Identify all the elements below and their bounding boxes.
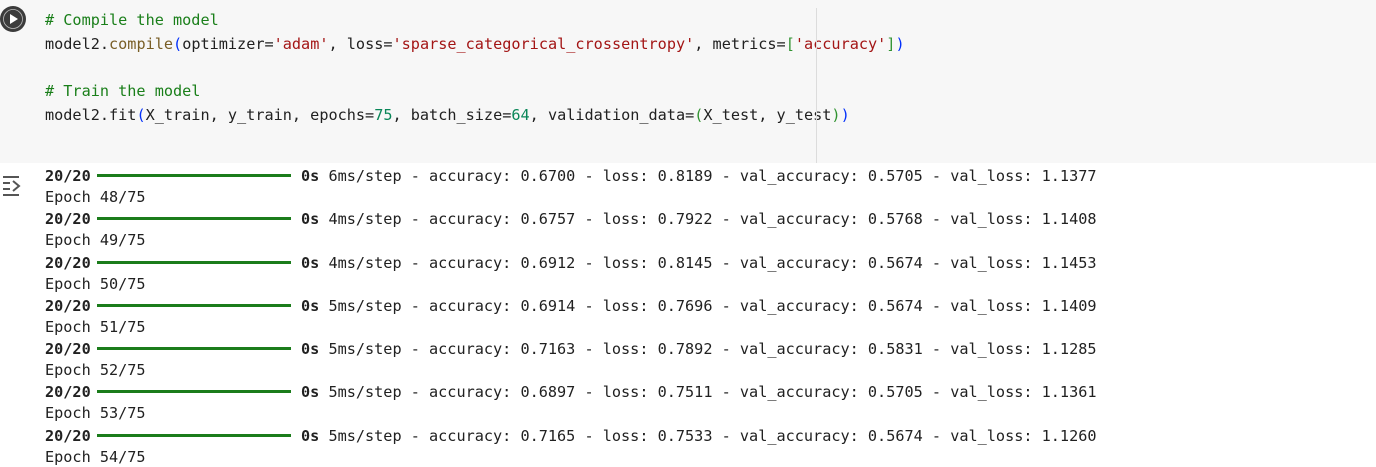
code-args: X_test, y_test: [703, 106, 832, 124]
metrics-text: 4ms/step - accuracy: 0.6912 - loss: 0.81…: [319, 254, 1097, 272]
step-counter: 20/20: [45, 340, 91, 358]
progress-bar: [97, 390, 291, 393]
code-paren: (: [136, 106, 146, 124]
code-sep: , loss=: [328, 35, 393, 53]
step-counter: 20/20: [45, 254, 91, 272]
code-line-comment-train: # Train the model: [45, 80, 200, 102]
code-line-compile: model2.compile(optimizer='adam', loss='s…: [45, 33, 905, 55]
progress-bar: [97, 434, 291, 437]
code-string: 'adam': [273, 35, 329, 53]
step-time: 0s: [301, 340, 320, 358]
progress-line: 20/20 0s 5ms/step - accuracy: 0.7165 - lo…: [45, 426, 1097, 447]
code-editor[interactable]: # Compile the model model2.compile(optim…: [0, 0, 1376, 163]
step-time: 0s: [301, 167, 320, 185]
progress-line: 20/20 0s 4ms/step - accuracy: 0.6757 - lo…: [45, 209, 1097, 230]
step-time: 0s: [301, 210, 320, 228]
code-args: , batch_size=: [392, 106, 512, 124]
run-cell-button[interactable]: [0, 6, 26, 32]
progress-line: 20/20 0s 5ms/step - accuracy: 0.6914 - lo…: [45, 296, 1097, 317]
code-paren: ): [895, 35, 905, 53]
code-paren: ): [840, 106, 850, 124]
progress-bar: [97, 261, 291, 264]
metrics-text: 4ms/step - accuracy: 0.6757 - loss: 0.79…: [319, 210, 1097, 228]
epoch-line: Epoch 48/75: [45, 188, 146, 206]
epoch-line: Epoch 49/75: [45, 231, 146, 249]
step-counter: 20/20: [45, 167, 91, 185]
metrics-text: 5ms/step - accuracy: 0.7165 - loss: 0.75…: [319, 427, 1097, 445]
metrics-text: 5ms/step - accuracy: 0.7163 - loss: 0.78…: [319, 340, 1097, 358]
code-arg-key: optimizer=: [182, 35, 274, 53]
step-counter: 20/20: [45, 210, 91, 228]
code-number: 75: [374, 106, 393, 124]
step-counter: 20/20: [45, 427, 91, 445]
ruler-line: [816, 8, 817, 163]
epoch-line: Epoch 54/75: [45, 448, 146, 466]
code-comment: # Train the model: [45, 82, 201, 100]
progress-line: 20/20 0s 5ms/step - accuracy: 0.7163 - lo…: [45, 339, 1097, 360]
output-toggle-button[interactable]: [0, 173, 24, 199]
code-line-comment-compile: # Compile the model: [45, 9, 219, 31]
code-string: 'accuracy': [794, 35, 887, 53]
code-line-fit: model2.fit(X_train, y_train, epochs=75, …: [45, 104, 850, 126]
code-paren: (: [694, 106, 704, 124]
code-args: X_train, y_train, epochs=: [145, 106, 375, 124]
output-toggle-icon: [3, 176, 21, 196]
metrics-text: 5ms/step - accuracy: 0.6897 - loss: 0.75…: [319, 383, 1097, 401]
progress-bar: [97, 304, 291, 307]
code-string: 'sparse_categorical_crossentropy': [392, 35, 695, 53]
code-sep: , metrics=: [694, 35, 786, 53]
metrics-text: 6ms/step - accuracy: 0.6700 - loss: 0.81…: [319, 167, 1097, 185]
code-paren: ): [831, 106, 841, 124]
code-paren: (: [173, 35, 183, 53]
code-method: compile: [109, 35, 174, 53]
progress-bar: [97, 174, 291, 177]
code-number: 64: [511, 106, 530, 124]
step-time: 0s: [301, 427, 320, 445]
code-object: model2.: [45, 35, 110, 53]
code-object: model2.fit: [45, 106, 137, 124]
step-time: 0s: [301, 383, 320, 401]
progress-line: 20/20 0s 4ms/step - accuracy: 0.6912 - lo…: [45, 253, 1097, 274]
step-time: 0s: [301, 297, 320, 315]
progress-line: 20/20 0s 6ms/step - accuracy: 0.6700 - lo…: [45, 166, 1097, 187]
progress-line: 20/20 0s 5ms/step - accuracy: 0.6897 - lo…: [45, 382, 1097, 403]
progress-bar: [97, 347, 291, 350]
code-comment: # Compile the model: [45, 11, 219, 29]
progress-bar: [97, 217, 291, 220]
step-counter: 20/20: [45, 297, 91, 315]
metrics-text: 5ms/step - accuracy: 0.6914 - loss: 0.76…: [319, 297, 1097, 315]
step-time: 0s: [301, 254, 320, 272]
code-bracket: [: [785, 35, 795, 53]
step-counter: 20/20: [45, 383, 91, 401]
code-bracket: ]: [886, 35, 896, 53]
epoch-line: Epoch 53/75: [45, 404, 146, 422]
epoch-line: Epoch 51/75: [45, 318, 146, 336]
code-args: , validation_data=: [529, 106, 695, 124]
play-icon: [1, 7, 25, 31]
epoch-line: Epoch 50/75: [45, 275, 146, 293]
epoch-line: Epoch 52/75: [45, 361, 146, 379]
